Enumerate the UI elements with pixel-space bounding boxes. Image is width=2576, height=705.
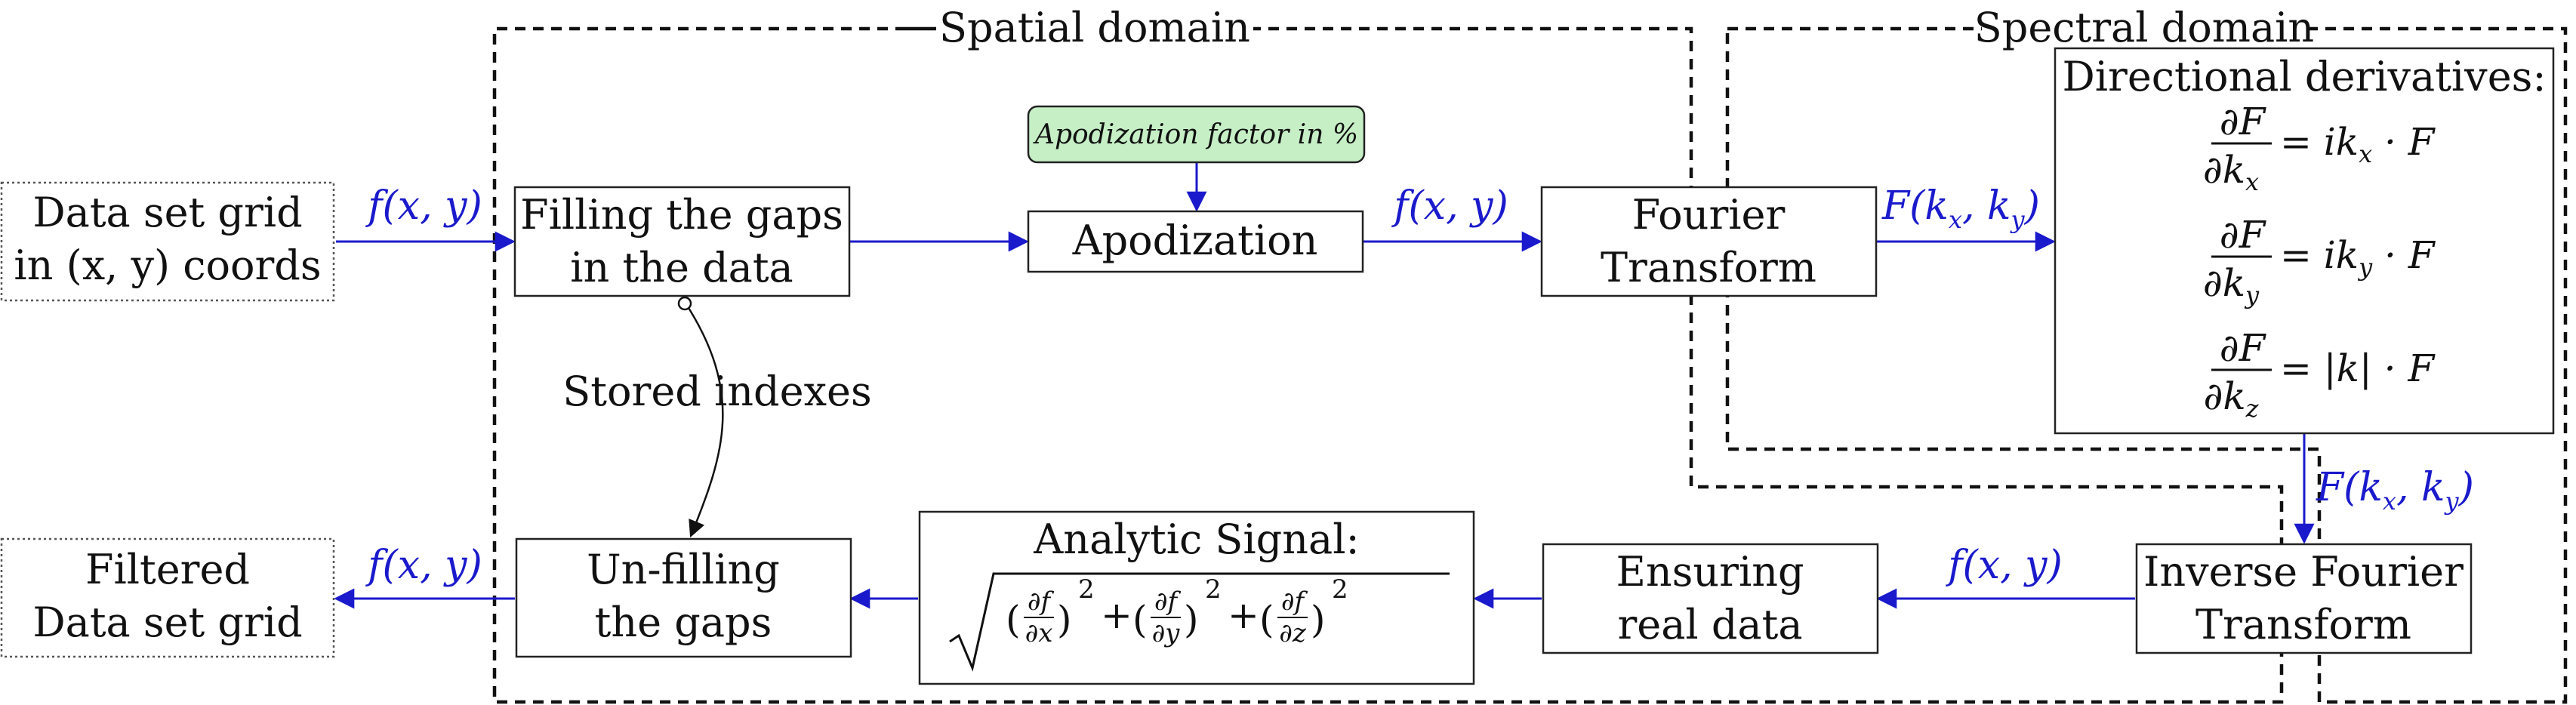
svg-text:Analytic Signal:: Analytic Signal: [1033, 516, 1359, 563]
svg-text:2: 2 [1332, 574, 1348, 605]
edge-label-Fk-2: F(kx, ky) [2316, 465, 2474, 516]
spectral-domain-title-bg [1982, 6, 2306, 51]
svg-text:∂F: ∂F [2220, 100, 2267, 143]
svg-text:∂f: ∂f [1028, 586, 1055, 617]
svg-text:Apodization: Apodization [1072, 217, 1318, 264]
svg-text:Directional derivatives:: Directional derivatives: [2062, 53, 2546, 100]
edge-label-fxy-3: f(x, y) [1945, 543, 2063, 588]
svg-text:∂F: ∂F [2220, 326, 2267, 370]
svg-text:in (x, y) coords: in (x, y) coords [14, 242, 321, 289]
svg-text:2: 2 [1078, 574, 1095, 605]
svg-text:Inverse Fourier: Inverse Fourier [2143, 548, 2464, 596]
svg-text:): ) [1311, 598, 1326, 642]
spectral-domain-border [1725, 26, 2568, 704]
svg-text:(: ( [1006, 598, 1021, 642]
svg-text:∂y: ∂y [1152, 618, 1181, 648]
derivative-z: ∂F ∂kz = |k| · F [2203, 326, 2436, 423]
svg-text:∂ky: ∂ky [2203, 261, 2260, 309]
svg-text:(: ( [1259, 598, 1274, 642]
svg-text:∂f: ∂f [1281, 586, 1308, 617]
edge-label-fxy-2: f(x, y) [1391, 183, 1508, 229]
ensuring-real-data-node: Ensuring real data [1542, 543, 1879, 654]
svg-text:(: ( [1132, 598, 1148, 642]
spectral-domain-title: Spectral domain [1974, 4, 2314, 51]
stored-indexes-label: Stored indexes [562, 368, 871, 415]
derivative-x: ∂F ∂kx = ikx · F [2203, 100, 2436, 196]
filling-gaps-node: Filling the gaps in the data [513, 186, 851, 297]
svg-text:F(kx, ky): F(kx, ky) [1881, 183, 2040, 234]
inverse-fourier-node: Inverse Fourier Transform [2135, 543, 2473, 654]
svg-text:Apodization factor in %: Apodization factor in % [1033, 119, 1358, 150]
svg-text:real data: real data [1617, 601, 1802, 648]
svg-text:∂f: ∂f [1154, 586, 1182, 617]
edge-label-Fk-1: F(kx, ky) [1881, 183, 2040, 234]
svg-text:Transform: Transform [2195, 601, 2411, 648]
svg-text:): ) [1184, 598, 1199, 642]
svg-text:the gaps: the gaps [595, 599, 772, 646]
svg-text:+: + [1228, 593, 1259, 637]
filtered-data-grid-node: Filtered Data set grid [0, 537, 335, 658]
data-set-grid-node: Data set grid in (x, y) coords [0, 181, 335, 302]
svg-text:∂kz: ∂kz [2203, 374, 2259, 423]
svg-text:Ensuring: Ensuring [1616, 548, 1804, 596]
svg-text:F(kx, ky): F(kx, ky) [2316, 465, 2474, 516]
svg-text:Un-filling: Un-filling [587, 546, 780, 593]
apodization-node: Apodization [1027, 210, 1364, 273]
analytic-signal-node: Analytic Signal: ( ∂f ∂x ) 2 + ( ∂f ∂y )… [918, 510, 1475, 685]
derivative-y: ∂F ∂ky = iky · F [2203, 213, 2436, 309]
svg-text:Data set grid: Data set grid [32, 189, 302, 236]
edge-label-fxy-1: f(x, y) [365, 183, 482, 229]
svg-text:∂z: ∂z [1279, 618, 1307, 648]
svg-text:Transform: Transform [1601, 244, 1816, 291]
stored-indexes-origin [677, 296, 692, 311]
edge-label-fxy-4: f(x, y) [365, 543, 482, 588]
spatial-domain-title-bg [936, 6, 1253, 51]
svg-text:Filtered: Filtered [85, 546, 250, 593]
directional-derivatives-node: Directional derivatives: ∂F ∂kx = ikx · … [2054, 47, 2555, 435]
svg-text:): ) [1057, 598, 1072, 642]
svg-text:Data set grid: Data set grid [32, 599, 302, 646]
analytic-signal-formula: ( ∂f ∂x ) 2 + ( ∂f ∂y ) 2 + ( ∂f ∂z ) 2 [949, 572, 1450, 672]
apodization-factor-node: Apodization factor in % [1027, 105, 1366, 164]
svg-text:= |k| · F: = |k| · F [2280, 346, 2436, 390]
svg-text:∂x: ∂x [1025, 618, 1053, 648]
fourier-transform-node: Fourier Transform [1540, 186, 1878, 297]
svg-text:∂F: ∂F [2220, 213, 2267, 257]
svg-text:Fourier: Fourier [1632, 191, 1786, 239]
svg-text:+: + [1101, 593, 1132, 637]
svg-text:in the data: in the data [570, 244, 793, 291]
unfilling-gaps-node: Un-filling the gaps [515, 537, 852, 658]
svg-text:Filling the gaps: Filling the gaps [520, 191, 843, 239]
svg-text:= ikx · F: = ikx · F [2280, 120, 2436, 168]
svg-text:∂kx: ∂kx [2203, 148, 2259, 196]
spatial-domain-title: Spatial domain [939, 4, 1250, 51]
svg-text:2: 2 [1205, 574, 1222, 605]
stored-indexes-curve [683, 301, 724, 538]
svg-text:= iky · F: = iky · F [2280, 233, 2436, 282]
